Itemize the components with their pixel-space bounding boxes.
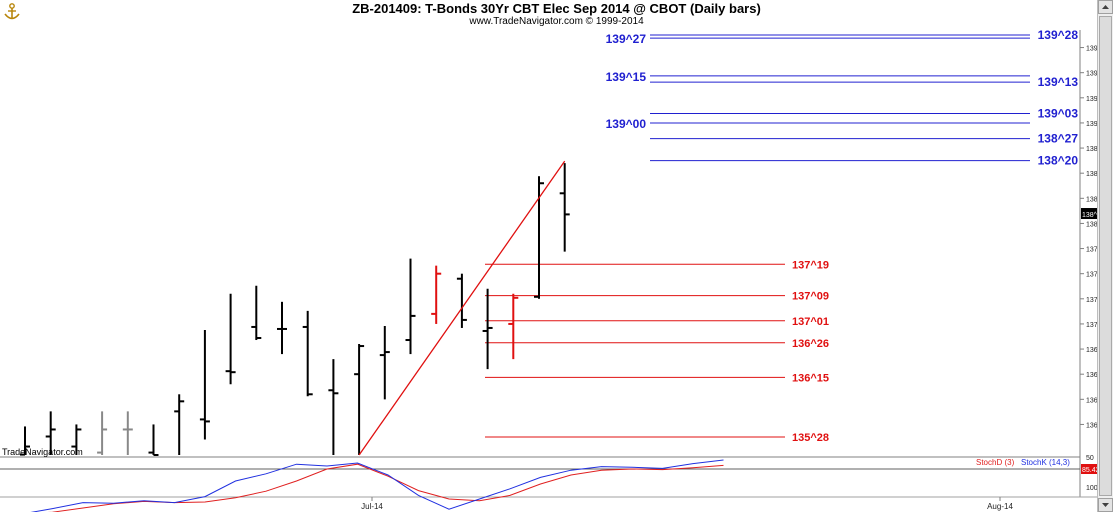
support-label: 136^26 — [792, 338, 829, 350]
y-tick-label: 138^00 — [1086, 221, 1097, 228]
resistance-label: 139^15 — [606, 70, 647, 84]
ohlc-bar — [277, 301, 287, 355]
watermark: TradeNavigator.com — [2, 447, 83, 457]
y-tick-label: 138^08 — [1086, 196, 1097, 203]
ohlc-bar — [405, 258, 416, 355]
ohlc-bar — [431, 265, 442, 324]
ohlc-bar — [97, 411, 108, 455]
ohlc-bar — [71, 424, 82, 455]
ohlc-bar — [559, 163, 570, 252]
anchor-icon[interactable] — [2, 2, 22, 22]
scroll-thumb[interactable] — [1099, 16, 1112, 496]
ohlc-bar — [148, 424, 159, 456]
ohlc-bar — [20, 426, 30, 456]
y-tick-label: 136^24 — [1086, 347, 1097, 354]
scroll-down-button[interactable] — [1098, 498, 1113, 512]
stoch-line — [47, 463, 724, 512]
chevron-up-icon — [1102, 5, 1109, 9]
chart-subtitle: www.TradeNavigator.com © 1999-2014 — [469, 16, 644, 27]
stoch-readout-box — [1081, 464, 1097, 474]
ohlc-bar — [379, 325, 390, 400]
support-label: 136^15 — [792, 372, 829, 384]
support-label: 135^28 — [792, 432, 829, 444]
ohlc-bar — [199, 329, 210, 440]
y-tick-label: 137^00 — [1086, 322, 1097, 329]
y-tick-label: 139^24 — [1086, 46, 1097, 53]
chart-title: ZB-201409: T-Bonds 30Yr CBT Elec Sep 201… — [352, 1, 761, 16]
ohlc-bar — [225, 293, 236, 385]
support-label: 137^09 — [792, 291, 829, 303]
y-tick-label: 137^16 — [1086, 272, 1097, 279]
y-tick-label: 139^16 — [1086, 71, 1097, 78]
ohlc-bar — [251, 285, 262, 341]
y-tick-label: 139^08 — [1086, 96, 1097, 103]
ohlc-bar — [482, 288, 493, 370]
last-price-box — [1081, 208, 1097, 220]
vertical-scrollbar[interactable] — [1097, 0, 1113, 512]
y-tick-label: 137^24 — [1086, 247, 1097, 254]
y-tick-label: 139^00 — [1086, 121, 1097, 128]
stochd-legend: StochD (3) — [976, 458, 1015, 467]
y-tick-label: 136^00 — [1086, 422, 1097, 429]
y-tick-label: 137^08 — [1086, 297, 1097, 304]
y-tick-label: 136^08 — [1086, 397, 1097, 404]
y-tick-label: 136^16 — [1086, 372, 1097, 379]
stochk-legend: StochK (14,3) — [1021, 458, 1070, 467]
plot-frame — [0, 30, 1097, 498]
ohlc-bar — [122, 411, 133, 455]
ohlc-bar — [456, 273, 467, 328]
resistance-label: 139^03 — [1038, 107, 1079, 121]
title-bar: ZB-201409: T-Bonds 30Yr CBT Elec Sep 201… — [0, 0, 1113, 30]
chevron-down-icon — [1102, 503, 1109, 507]
ohlc-bar — [534, 176, 544, 299]
ohlc-bar — [354, 344, 365, 455]
stoch-y-tick-label: 100 — [1086, 485, 1097, 492]
ohlc-bar — [508, 293, 519, 360]
resistance-label: 139^27 — [606, 32, 647, 46]
stoch-readout-label: 85.42 — [1082, 467, 1097, 474]
resistance-label: 138^27 — [1038, 132, 1079, 146]
resistance-label: 139^13 — [1038, 75, 1079, 89]
stoch-line — [30, 459, 724, 512]
support-label: 137^19 — [792, 259, 829, 271]
x-tick-label: Jul-14 — [361, 502, 383, 511]
resistance-label: 139^28 — [1038, 28, 1079, 42]
stoch-y-tick-label: 50 — [1086, 455, 1094, 462]
resistance-label: 138^20 — [1038, 154, 1079, 168]
y-tick-label: 138^16 — [1086, 171, 1097, 178]
ohlc-bar — [45, 411, 56, 455]
ohlc-bar — [328, 359, 339, 455]
support-label: 137^01 — [792, 316, 829, 328]
scroll-up-button[interactable] — [1098, 0, 1113, 14]
trendline — [358, 160, 566, 456]
last-price-label: 138^03 — [1082, 212, 1097, 219]
resistance-label: 139^00 — [606, 117, 647, 131]
y-tick-label: 138^24 — [1086, 146, 1097, 153]
ohlc-bar — [174, 394, 185, 455]
x-tick-label: Aug-14 — [987, 502, 1013, 511]
ohlc-bar — [302, 310, 313, 397]
